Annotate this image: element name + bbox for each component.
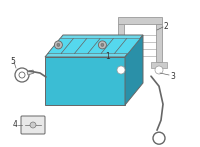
Polygon shape <box>151 62 167 68</box>
Polygon shape <box>88 38 114 54</box>
Polygon shape <box>45 35 143 57</box>
Polygon shape <box>118 24 124 62</box>
Circle shape <box>54 41 62 49</box>
Circle shape <box>15 68 29 82</box>
Circle shape <box>30 122 36 128</box>
Polygon shape <box>118 17 162 24</box>
Text: 5: 5 <box>10 57 15 66</box>
Text: 1: 1 <box>105 52 110 61</box>
Circle shape <box>19 72 25 78</box>
Circle shape <box>155 66 163 74</box>
Text: 2: 2 <box>164 22 169 31</box>
Circle shape <box>98 41 106 49</box>
Polygon shape <box>61 38 87 54</box>
Circle shape <box>101 43 104 46</box>
Polygon shape <box>27 70 34 75</box>
Polygon shape <box>101 38 127 54</box>
Polygon shape <box>113 62 129 68</box>
Circle shape <box>57 43 60 46</box>
Polygon shape <box>156 24 162 62</box>
Polygon shape <box>125 35 143 105</box>
Polygon shape <box>74 38 100 54</box>
Polygon shape <box>48 38 74 54</box>
Circle shape <box>117 66 125 74</box>
Circle shape <box>153 132 165 144</box>
FancyBboxPatch shape <box>21 116 45 134</box>
Polygon shape <box>45 57 125 105</box>
Text: 3: 3 <box>170 72 175 81</box>
Polygon shape <box>114 38 140 54</box>
Text: 4: 4 <box>13 120 18 129</box>
